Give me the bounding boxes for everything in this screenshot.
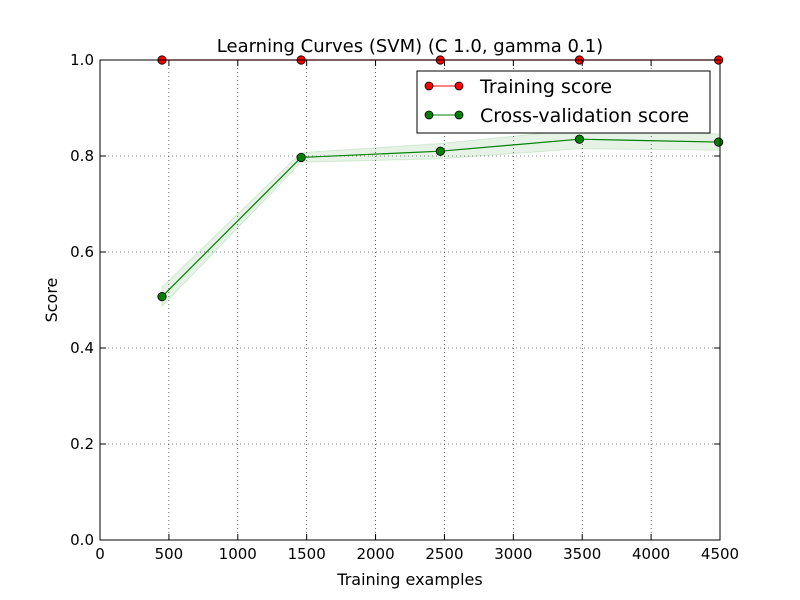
x-tick-label: 500	[155, 545, 184, 563]
legend-label-cv: Cross-validation score	[480, 105, 689, 127]
x-tick-label: 3000	[494, 545, 532, 563]
x-tick-label: 3500	[563, 545, 601, 563]
cv-score-point	[435, 146, 445, 156]
grid	[100, 60, 720, 540]
axis-ticks: 0 500 1000 1500 2000 2500 3000 3500 4000 4500 0.0 0…	[70, 51, 739, 563]
x-axis-label: Training examples	[336, 570, 482, 589]
cv-score-point	[296, 152, 306, 163]
plot-frame	[99, 59, 721, 541]
x-tick-label: 1000	[219, 545, 257, 563]
legend-marker-cv	[454, 110, 464, 120]
cv-score-band	[161, 129, 720, 308]
cv-score-point	[574, 134, 585, 144]
y-tick-label: 0.4	[70, 339, 94, 357]
legend-label-training: Training score	[479, 76, 612, 98]
x-tick-label: 0	[95, 545, 105, 563]
chart-title: Learning Curves (SVM) (C 1.0, gamma 0.1)	[217, 36, 603, 57]
cv-score-point	[157, 292, 167, 302]
x-tick-label: 1500	[288, 545, 326, 563]
y-tick-label: 1.0	[70, 51, 94, 69]
y-tick-label: 0.0	[70, 531, 94, 549]
y-tick-label: 0.6	[70, 243, 94, 261]
legend-marker-cv	[424, 110, 434, 120]
x-tick-label: 2500	[425, 545, 463, 563]
legend-marker-training	[454, 81, 464, 91]
x-tick-label: 2000	[356, 545, 394, 563]
y-tick-label: 0.8	[70, 147, 94, 165]
y-tick-label: 0.2	[70, 435, 94, 453]
legend: Training score Cross-validation score	[416, 70, 711, 134]
y-axis-label: Score	[42, 278, 61, 323]
cv-score-point	[714, 137, 724, 147]
legend-box	[416, 70, 711, 134]
x-tick-label: 4000	[632, 545, 670, 563]
x-tick-label: 4500	[701, 545, 739, 563]
legend-marker-training	[424, 81, 434, 91]
